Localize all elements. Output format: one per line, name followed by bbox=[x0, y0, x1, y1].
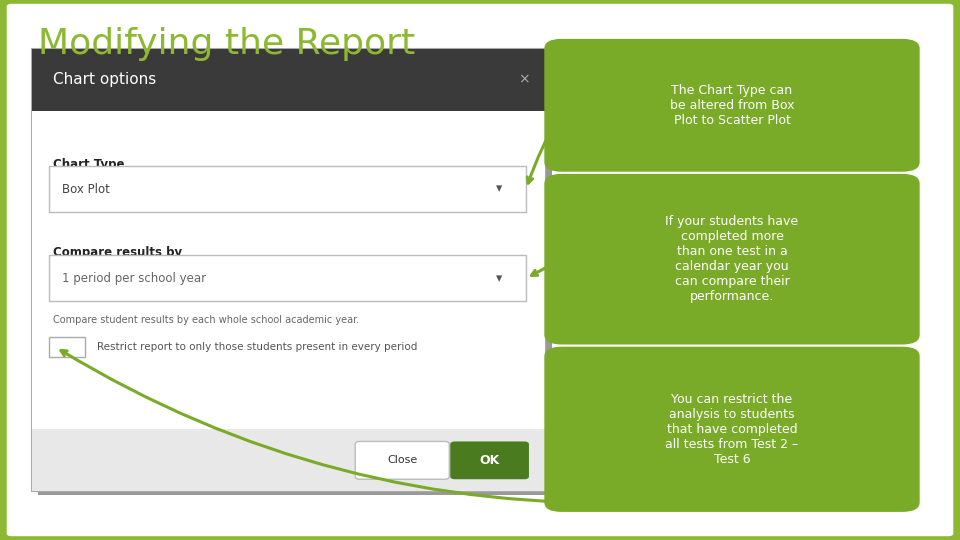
Text: ×: × bbox=[518, 73, 530, 86]
FancyBboxPatch shape bbox=[32, 111, 545, 491]
FancyBboxPatch shape bbox=[355, 442, 449, 480]
FancyBboxPatch shape bbox=[49, 337, 85, 357]
Text: ▾: ▾ bbox=[496, 272, 502, 285]
Text: Modifying the Report: Modifying the Report bbox=[38, 27, 416, 61]
Text: 1 period per school year: 1 period per school year bbox=[62, 272, 206, 285]
Text: Chart options: Chart options bbox=[53, 72, 156, 87]
Text: If your students have
completed more
than one test in a
calendar year you
can co: If your students have completed more tha… bbox=[665, 215, 799, 303]
Text: You can restrict the
analysis to students
that have completed
all tests from Tes: You can restrict the analysis to student… bbox=[665, 393, 799, 466]
Text: OK: OK bbox=[479, 454, 500, 467]
Text: Chart Type: Chart Type bbox=[53, 158, 124, 171]
FancyBboxPatch shape bbox=[49, 255, 526, 301]
Text: Box Plot: Box Plot bbox=[62, 183, 110, 195]
FancyBboxPatch shape bbox=[32, 429, 545, 491]
FancyBboxPatch shape bbox=[32, 49, 545, 491]
Text: ▾: ▾ bbox=[496, 183, 502, 195]
FancyBboxPatch shape bbox=[450, 442, 529, 480]
Text: Close: Close bbox=[387, 455, 418, 465]
Text: The Chart Type can
be altered from Box
Plot to Scatter Plot: The Chart Type can be altered from Box P… bbox=[670, 84, 794, 127]
FancyBboxPatch shape bbox=[32, 49, 545, 111]
Text: Compare student results by each whole school academic year.: Compare student results by each whole sc… bbox=[53, 315, 359, 325]
FancyBboxPatch shape bbox=[544, 174, 920, 345]
FancyBboxPatch shape bbox=[38, 52, 552, 495]
FancyBboxPatch shape bbox=[544, 39, 920, 172]
Text: Restrict report to only those students present in every period: Restrict report to only those students p… bbox=[97, 342, 418, 352]
Text: Compare results by: Compare results by bbox=[53, 246, 182, 259]
FancyBboxPatch shape bbox=[49, 166, 526, 212]
FancyBboxPatch shape bbox=[544, 347, 920, 512]
